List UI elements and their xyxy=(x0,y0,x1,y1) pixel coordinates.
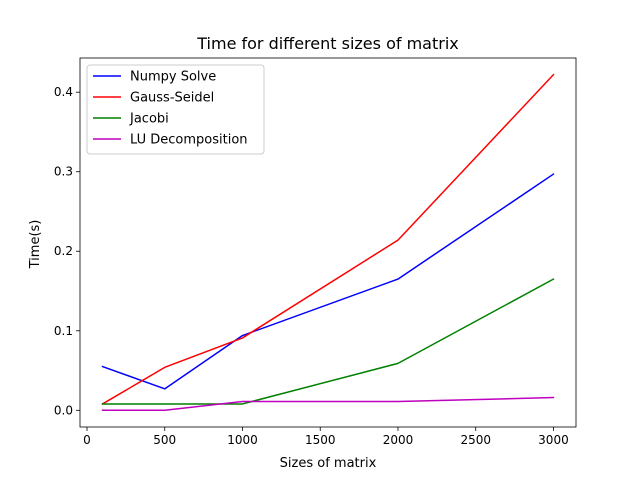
legend-label-1: Gauss-Seidel xyxy=(130,91,214,106)
y-tick-label: 0.1 xyxy=(54,324,73,338)
x-tick-label: 500 xyxy=(153,433,176,447)
y-tick-label: 0.3 xyxy=(54,165,73,179)
y-axis-label: Time(s) xyxy=(28,220,43,270)
series-line-0 xyxy=(101,173,555,390)
legend-label-0: Numpy Solve xyxy=(130,70,216,85)
legend-box xyxy=(86,64,265,155)
x-tick-label: 1500 xyxy=(305,433,336,447)
legend-label-3: LU Decomposition xyxy=(130,133,248,148)
x-tick-label: 0 xyxy=(83,433,91,447)
y-tick-label: 0.0 xyxy=(54,403,73,417)
series-line-3 xyxy=(101,396,555,412)
series-line-1 xyxy=(101,73,555,405)
series-line-2 xyxy=(101,278,555,405)
legend-label-2: Jacobi xyxy=(129,112,169,127)
chart-title: Time for different sizes of matrix xyxy=(196,34,458,53)
y-tick-label: 0.4 xyxy=(54,85,73,99)
x-tick-label: 2500 xyxy=(460,433,491,447)
y-tick-label: 0.2 xyxy=(54,244,73,258)
legend: Numpy Solve Gauss-Seidel Jacobi LU Decompos… xyxy=(86,64,265,155)
plot-area: 0 500 1000 1500 2000 2500 3000 0.0 0.1 0.2 0.3 0.4 xyxy=(54,57,577,447)
x-axis-label: Sizes of matrix xyxy=(280,456,377,471)
x-tick-label: 1000 xyxy=(227,433,258,447)
axes-frame xyxy=(79,57,577,428)
x-tick-label: 3000 xyxy=(538,433,569,447)
x-tick-label: 2000 xyxy=(383,433,414,447)
